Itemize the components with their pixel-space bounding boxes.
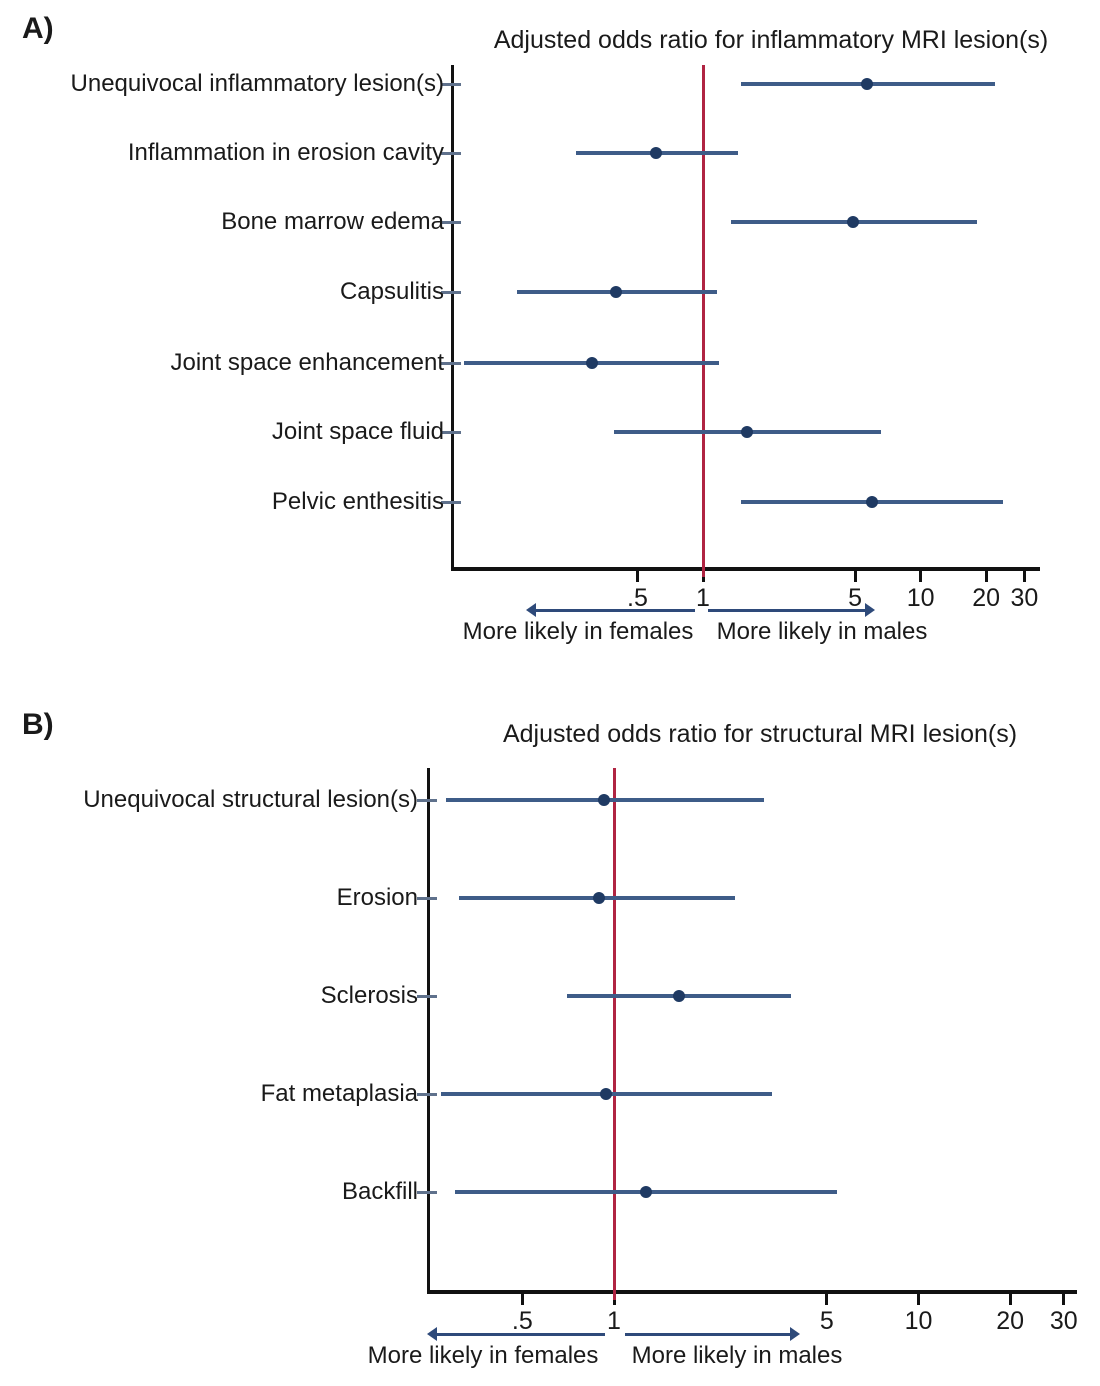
panel-b-x-tick-label: 20 [996, 1307, 1025, 1335]
panel-b-y-axis [427, 768, 430, 1294]
panel-b-category-label: Erosion [336, 884, 418, 911]
panel-a-reference-line [701, 65, 705, 577]
panel-a-x-tick [1022, 571, 1026, 582]
panel-a-row-tick [441, 290, 461, 294]
panel-b-x-tick [520, 1294, 524, 1305]
panel-a-point-estimate [650, 147, 663, 159]
panel-a-point-estimate [847, 216, 860, 228]
panel-a-y-axis [451, 65, 454, 571]
panel-a-category-label: Bone marrow edema [221, 208, 444, 235]
panel-a-row-tick [441, 82, 461, 86]
panel-a-point-estimate [741, 426, 754, 438]
panel-a-category-label: Unequivocal inflammatory lesion(s) [70, 70, 444, 97]
panel-b-row-tick [417, 1190, 437, 1194]
panel-b-point-estimate [592, 892, 605, 904]
panel-a-point-estimate [610, 286, 623, 298]
panel-a-x-tick [853, 571, 857, 582]
panel-b-point-estimate [599, 1088, 612, 1100]
panel-b-female-arrow [437, 1333, 605, 1336]
panel-a-category-label: Joint space enhancement [170, 349, 444, 376]
panel-a-x-tick [984, 571, 988, 582]
panel-a-x-tick-label: 20 [972, 584, 1000, 612]
panel-a-x-tick [635, 571, 639, 582]
panel-a-category-label: Joint space fluid [271, 418, 444, 445]
panel-b-title: Adjusted odds ratio for structural MRI l… [502, 720, 1018, 748]
panel-a-label: A) [22, 12, 54, 45]
panel-b-row-tick [417, 1092, 437, 1096]
panel-b-category-label: Sclerosis [320, 982, 418, 1009]
panel-a-category-label: Capsulitis [339, 278, 444, 305]
panel-b-male-arrow [625, 1333, 790, 1336]
panel-a-males-arrow-label: More likely in males [716, 618, 928, 645]
panel-b-x-tick-label: .5 [511, 1307, 533, 1335]
panel-b-x-tick-label: 1 [607, 1307, 621, 1335]
panel-b-point-estimate [673, 990, 686, 1002]
panel-a-x-tick-label: 30 [1010, 584, 1039, 612]
panel-b-x-tick [825, 1294, 829, 1305]
panel-b-female-arrowhead [427, 1327, 437, 1341]
panel-a-category-label: Pelvic enthesitis [271, 488, 444, 515]
panel-b-x-tick-label: 30 [1049, 1307, 1078, 1335]
panel-a-point-estimate [586, 357, 599, 369]
panel-b-row-tick [417, 896, 437, 900]
panel-b-reference-line [612, 768, 616, 1300]
panel-a-x-axis [452, 567, 1040, 571]
panel-a-female-arrow [536, 609, 695, 612]
panel-a-row-tick [441, 500, 461, 504]
panel-a-x-tick-label: 10 [906, 584, 935, 612]
panel-a-title: Adjusted odds ratio for inflammatory MRI… [493, 26, 1049, 54]
panel-a-x-tick-label: 5 [848, 584, 863, 612]
panel-a-x-tick-label: 1 [696, 584, 710, 612]
panel-a-females-arrow-label: More likely in females [462, 618, 694, 645]
panel-b-males-arrow-label: More likely in males [631, 1342, 843, 1369]
panel-b-x-axis [428, 1290, 1077, 1294]
panel-b-category-label: Unequivocal structural lesion(s) [83, 786, 418, 813]
panel-b-category-label: Fat metaplasia [260, 1080, 418, 1107]
panel-b-females-arrow-label: More likely in females [367, 1342, 599, 1369]
panel-b-row-tick [417, 798, 437, 802]
panel-a-category-label: Inflammation in erosion cavity [127, 139, 444, 166]
panel-a-row-tick [441, 220, 461, 224]
panel-b-x-tick [1062, 1294, 1066, 1305]
panel-a-female-arrowhead [526, 603, 536, 617]
panel-a-x-tick-label: .5 [627, 584, 648, 612]
panel-a-male-arrow [708, 609, 865, 612]
panel-b-category-label: Backfill [341, 1178, 418, 1205]
panel-a-point-estimate [866, 496, 879, 508]
panel-b-row-tick [417, 994, 437, 998]
panel-a-row-tick [441, 151, 461, 155]
panel-b-point-estimate [639, 1186, 652, 1198]
panel-a-point-estimate [861, 78, 874, 90]
panel-b-label: B) [22, 708, 54, 741]
panel-a-male-arrowhead [865, 603, 875, 617]
panel-a-x-tick [919, 571, 923, 582]
panel-a-row-tick [441, 361, 461, 365]
panel-b-x-tick-label: 10 [904, 1307, 933, 1335]
panel-b-x-tick [917, 1294, 920, 1305]
panel-b-x-tick-label: 5 [819, 1307, 834, 1335]
panel-b-point-estimate [598, 794, 611, 806]
panel-a-row-tick [441, 430, 461, 434]
panel-b-male-arrowhead [790, 1327, 800, 1341]
panel-b-x-tick [1008, 1294, 1012, 1305]
